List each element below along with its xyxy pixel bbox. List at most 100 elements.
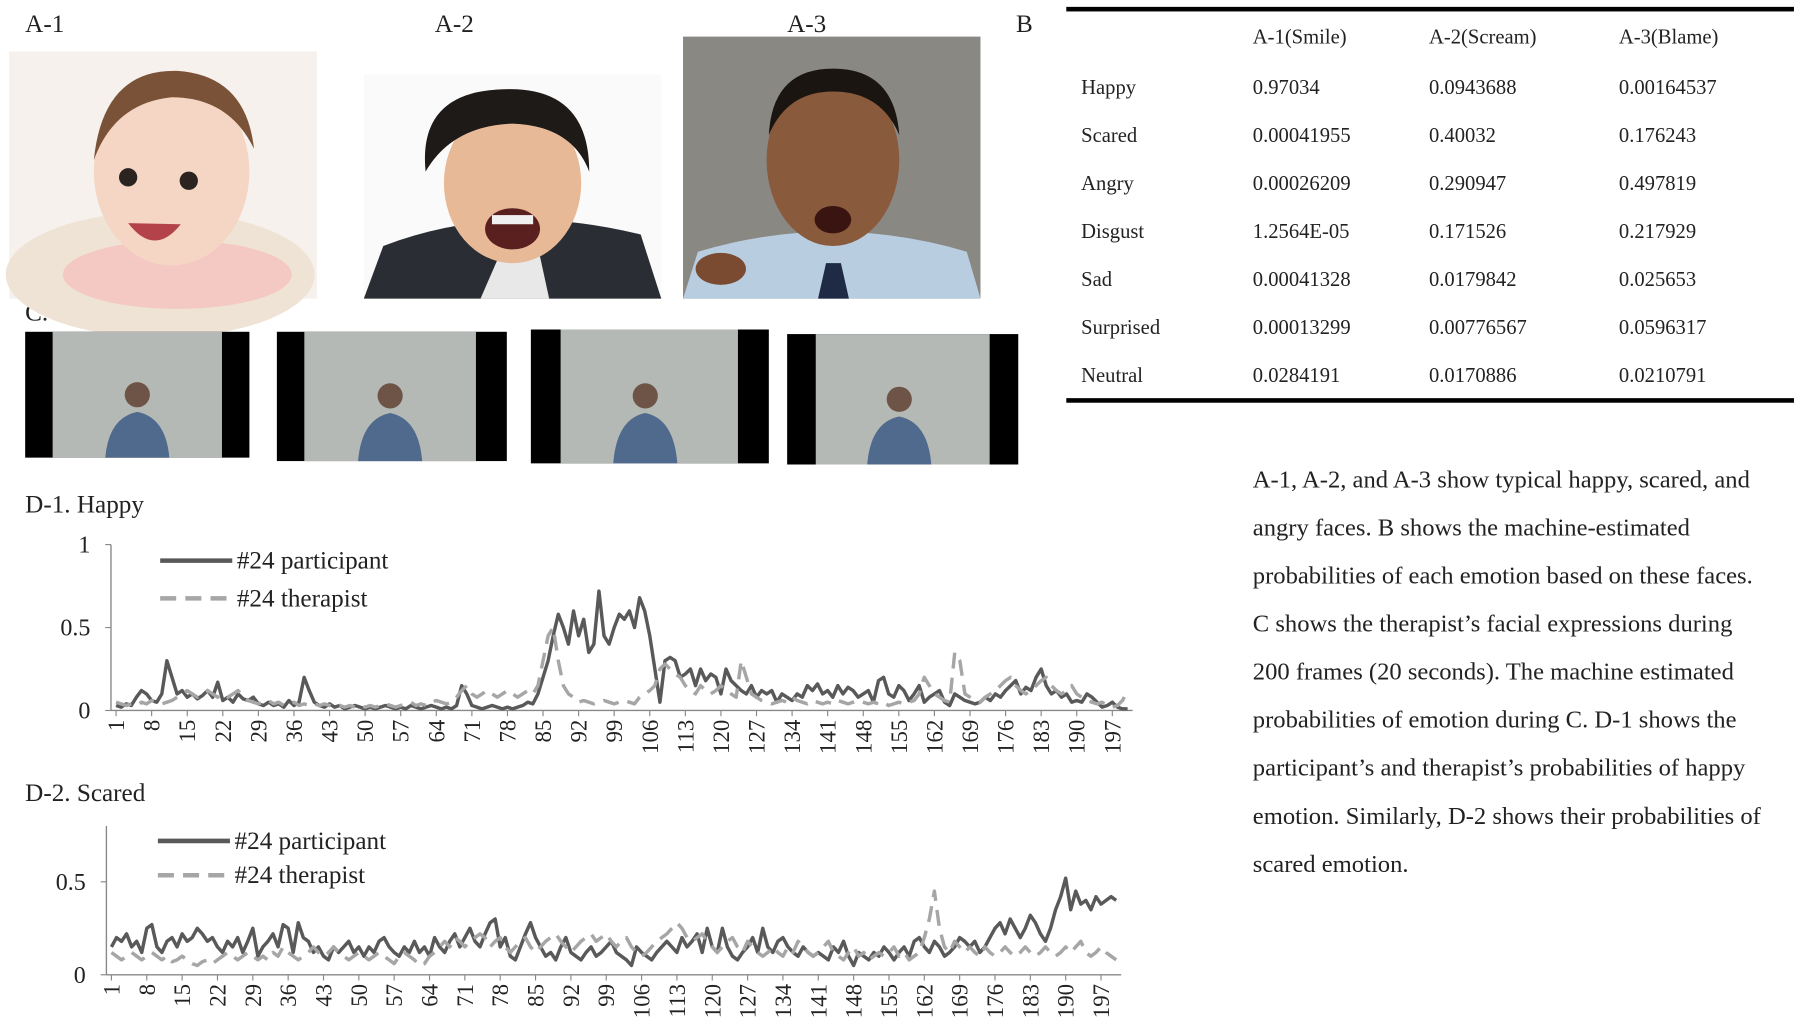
series-line — [111, 878, 1116, 965]
x-tick-label: 43 — [318, 720, 343, 743]
table-rule — [1066, 7, 1794, 12]
x-tick-label: 15 — [175, 720, 200, 743]
table-cell: 0.171526 — [1429, 220, 1506, 243]
x-tick-label: 1 — [99, 984, 124, 995]
x-tick-label: 148 — [851, 720, 876, 754]
x-tick-label: 176 — [994, 720, 1019, 754]
table-cell: 1.2564E-05 — [1253, 220, 1350, 243]
x-tick-label: 1 — [104, 720, 129, 731]
x-tick-label: 169 — [948, 984, 973, 1018]
panel-label: A-1 — [25, 11, 64, 38]
table-cell: 0.0210791 — [1619, 364, 1707, 387]
table-cell: 0.0170886 — [1429, 364, 1517, 387]
x-tick-label: 36 — [282, 720, 307, 743]
row-label: Surprised — [1081, 316, 1160, 339]
x-tick-label: 127 — [745, 720, 770, 754]
x-tick-label: 134 — [771, 983, 796, 1018]
x-tick-label: 162 — [912, 984, 937, 1018]
photo-blame — [683, 37, 980, 299]
video-frame — [787, 334, 1018, 464]
row-label: Disgust — [1081, 220, 1144, 243]
x-tick-label: 36 — [276, 984, 301, 1007]
table-cell: 0.0596317 — [1619, 316, 1707, 339]
chart-title: D-1. Happy — [25, 492, 144, 519]
x-tick-label: 22 — [211, 720, 236, 743]
legend-label: #24 participant — [237, 548, 389, 575]
x-tick-label: 134 — [780, 719, 805, 754]
x-tick-label: 99 — [602, 720, 627, 743]
x-tick-label: 155 — [887, 720, 912, 754]
table-cell: 0.025653 — [1619, 268, 1696, 291]
table-cell: 0.40032 — [1429, 124, 1496, 147]
x-tick-label: 50 — [353, 720, 378, 743]
column-header: A-2(Scream) — [1429, 25, 1537, 48]
x-tick-label: 50 — [347, 984, 372, 1007]
video-frame — [25, 332, 249, 458]
table-cell: 0.0179842 — [1429, 268, 1517, 291]
x-tick-label: 197 — [1089, 984, 1114, 1018]
row-label: Happy — [1081, 76, 1136, 99]
x-tick-label: 113 — [673, 720, 698, 753]
x-tick-label: 190 — [1054, 984, 1079, 1018]
x-tick-label: 71 — [453, 984, 478, 1007]
x-tick-label: 141 — [816, 720, 841, 754]
table-cell: 0.97034 — [1253, 76, 1320, 99]
photo-smile — [6, 51, 317, 337]
x-tick-label: 99 — [594, 984, 619, 1007]
table-cell: 0.0284191 — [1253, 364, 1341, 387]
series-line — [116, 628, 1128, 708]
video-frame — [277, 332, 507, 461]
y-tick-label: 0.5 — [56, 870, 86, 896]
x-tick-label: 183 — [1018, 984, 1043, 1018]
y-tick-label: 0 — [74, 963, 86, 989]
x-tick-label: 155 — [877, 984, 902, 1018]
panel-label: B — [1016, 11, 1033, 38]
x-tick-label: 162 — [922, 720, 947, 754]
x-tick-label: 176 — [983, 984, 1008, 1018]
x-tick-label: 43 — [312, 984, 337, 1007]
photo-scream — [364, 74, 661, 298]
y-tick-label: 0 — [78, 698, 90, 724]
figure-page: A-1 A-2 A-3 B C. — [0, 0, 1794, 1035]
table-cell: 0.00041955 — [1253, 124, 1351, 147]
video-frame — [531, 330, 769, 464]
x-tick-label: 169 — [958, 720, 983, 754]
x-tick-label: 8 — [135, 984, 160, 995]
x-tick-label: 190 — [1065, 720, 1090, 754]
table-cell: 0.290947 — [1429, 172, 1506, 195]
table-cell: 0.00041328 — [1253, 268, 1351, 291]
x-tick-label: 148 — [842, 984, 867, 1018]
x-tick-label: 141 — [806, 984, 831, 1018]
x-tick-label: 78 — [488, 984, 513, 1007]
x-tick-label: 71 — [460, 720, 485, 743]
x-tick-label: 29 — [246, 720, 271, 743]
table-rule — [1066, 398, 1794, 403]
x-tick-label: 120 — [700, 984, 725, 1018]
x-tick-label: 120 — [709, 720, 734, 754]
series-line — [111, 891, 1116, 965]
x-tick-label: 64 — [418, 983, 443, 1006]
row-label: Angry — [1081, 172, 1134, 195]
table-cell: 0.00776567 — [1429, 316, 1527, 339]
chart-title: D-2. Scared — [25, 780, 146, 807]
panel-label: A-3 — [787, 11, 826, 38]
x-tick-label: 22 — [205, 984, 230, 1007]
column-header: A-1(Smile) — [1253, 25, 1347, 48]
x-tick-label: 85 — [524, 984, 549, 1007]
panel-label: A-2 — [435, 11, 474, 38]
table-cell: 0.497819 — [1619, 172, 1696, 195]
x-tick-label: 8 — [140, 720, 165, 731]
legend-label: #24 participant — [235, 828, 387, 855]
x-tick-label: 106 — [630, 984, 655, 1018]
x-tick-label: 78 — [495, 720, 520, 743]
row-label: Neutral — [1081, 364, 1143, 387]
y-tick-label: 1 — [78, 533, 90, 559]
x-tick-label: 197 — [1100, 720, 1125, 754]
x-tick-label: 85 — [531, 720, 556, 743]
legend-label: #24 therapist — [235, 862, 366, 889]
caption: A-1, A-2, and A-3 show typical happy, sc… — [1253, 455, 1762, 887]
column-header: A-3(Blame) — [1619, 25, 1719, 48]
x-tick-label: 64 — [424, 719, 449, 742]
table-cell: 0.00164537 — [1619, 76, 1717, 99]
x-tick-label: 183 — [1029, 720, 1054, 754]
